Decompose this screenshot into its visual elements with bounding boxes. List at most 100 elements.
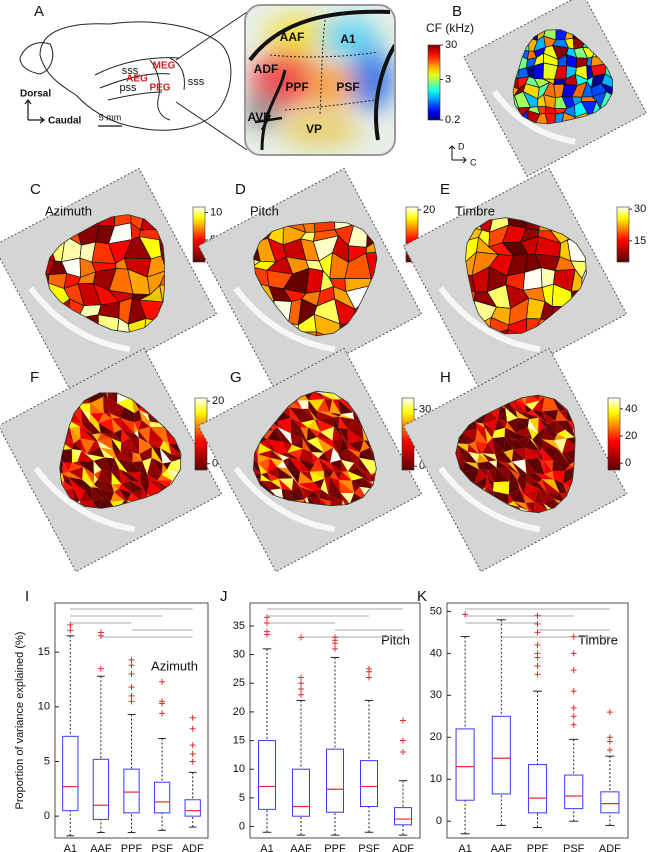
- colorbar-tick-label: 20: [625, 430, 637, 442]
- map-cell: [120, 451, 133, 463]
- map-cell: [312, 482, 321, 492]
- map-cell: [116, 451, 133, 463]
- map-cell: [512, 438, 530, 449]
- colorbar-tick-label: 3: [445, 73, 451, 85]
- map-cell: [508, 481, 520, 495]
- map-cell: [509, 468, 520, 481]
- outlier: [332, 645, 338, 652]
- map-cell: [278, 478, 294, 491]
- map-cell: [147, 474, 162, 481]
- map-cell: [523, 494, 535, 504]
- y-tick-label: 20: [233, 706, 245, 718]
- map-cell: [67, 477, 85, 491]
- outlier: [128, 671, 135, 678]
- map-cell: [517, 480, 527, 495]
- map-cell: [110, 407, 125, 418]
- map-cell: [259, 439, 272, 451]
- map-cell: [111, 438, 122, 452]
- map-outline: [252, 390, 377, 507]
- box: [184, 799, 201, 817]
- map-cell: [494, 419, 505, 431]
- map-cell: [140, 472, 150, 482]
- chart-title: Azimuth: [151, 658, 198, 673]
- map-cell: [302, 408, 315, 420]
- map-cell: [281, 488, 294, 501]
- map-cell: [302, 438, 312, 453]
- inset: [244, 4, 396, 156]
- map-cell: [260, 474, 271, 482]
- map-cell: [62, 471, 69, 477]
- axis-label: D: [458, 141, 465, 151]
- map-cell: [139, 447, 152, 458]
- map-cell: [150, 426, 165, 441]
- map-cell: [526, 482, 539, 489]
- map-cell: [82, 421, 92, 435]
- box: [360, 760, 378, 807]
- outlier: [534, 641, 541, 648]
- map-cell: [329, 412, 341, 417]
- map-cell: [298, 471, 314, 484]
- outlier: [400, 737, 406, 744]
- map-cell: [475, 441, 488, 454]
- map-cell: [444, 394, 454, 398]
- map-cell: [538, 479, 547, 494]
- map-cell: [63, 462, 72, 472]
- outlier: [332, 634, 338, 641]
- outlier: [570, 704, 577, 711]
- map-cell: [134, 420, 142, 430]
- map-cell: [509, 468, 518, 482]
- map-cell: [276, 460, 288, 469]
- outlier: [298, 691, 304, 698]
- map-cell: [278, 452, 289, 458]
- map-cell: [282, 441, 292, 453]
- panel-label: D: [235, 181, 246, 198]
- map-cell: [69, 420, 80, 428]
- map-cell: [312, 489, 321, 499]
- map-cell: [333, 471, 343, 481]
- map-vessel: [33, 466, 136, 533]
- map-cell: [539, 450, 544, 462]
- map-cell: [538, 417, 546, 434]
- map-cell: [525, 448, 540, 459]
- map-cell: [100, 432, 115, 439]
- map-cell: [539, 396, 545, 412]
- map-cell: [572, 395, 576, 398]
- map-vessel: [438, 286, 541, 353]
- axis-label: C: [470, 157, 477, 167]
- cortex-map: [402, 167, 628, 393]
- map-cell: [525, 404, 533, 414]
- map-cell: [334, 417, 339, 428]
- map-cell: [307, 419, 320, 432]
- map-cell: [120, 442, 133, 453]
- outlier: [264, 628, 270, 635]
- map-cell: [539, 458, 545, 475]
- map-cell: [458, 448, 468, 462]
- map-cell: [513, 399, 527, 414]
- map-cell: [84, 487, 93, 502]
- map-cell: [77, 460, 94, 475]
- map-cell: [347, 429, 364, 441]
- map-cell: [329, 471, 339, 481]
- map-cell: [347, 419, 363, 430]
- map-cell: [508, 494, 514, 505]
- map-cell: [536, 473, 542, 483]
- map-cell: [82, 479, 94, 488]
- outlier: [189, 758, 196, 765]
- box: [258, 740, 276, 810]
- map-cell: [565, 420, 573, 430]
- map-cell: [151, 447, 163, 464]
- map-cell: [449, 392, 453, 399]
- map-cell: [89, 413, 99, 423]
- y-axis-label: Proportion of variance explained (%): [14, 632, 26, 810]
- map-cell: [89, 421, 101, 435]
- map-cell: [140, 472, 150, 483]
- map-cell: [270, 490, 284, 505]
- map-cell: [159, 448, 172, 464]
- map-cell: [111, 473, 122, 485]
- map-cell: [495, 452, 508, 464]
- map-cell: [508, 488, 520, 502]
- map-cell: [278, 417, 291, 434]
- map-cell: [511, 449, 526, 462]
- map-cell: [79, 423, 92, 435]
- map-cell: [526, 413, 539, 420]
